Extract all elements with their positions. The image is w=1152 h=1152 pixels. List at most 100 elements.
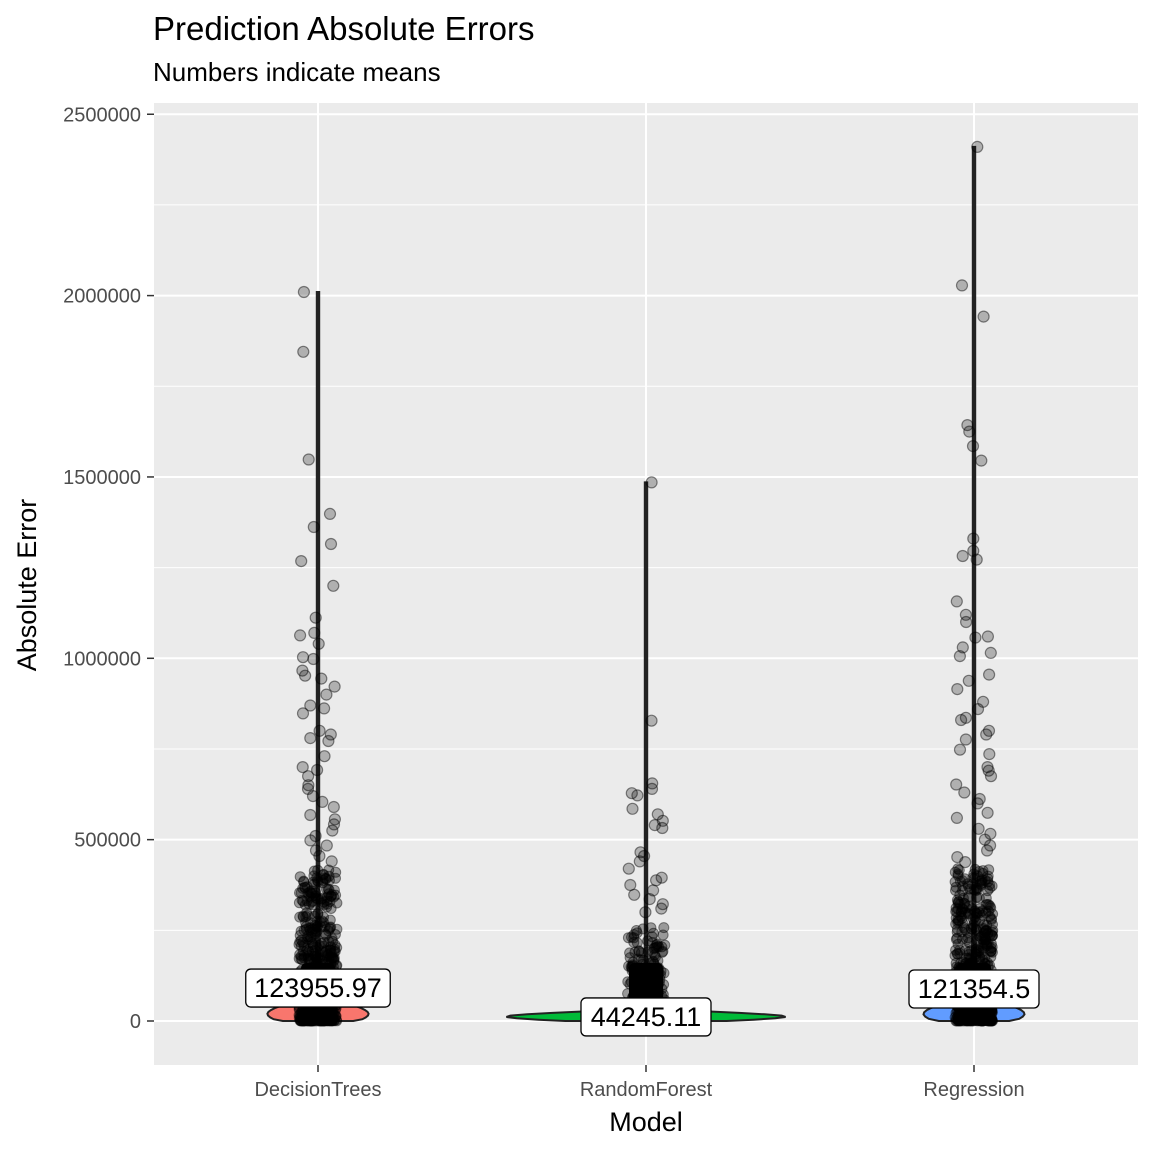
data-point xyxy=(311,926,323,938)
data-point xyxy=(300,921,312,932)
data-point xyxy=(969,916,980,928)
data-point xyxy=(658,922,670,934)
outlier-point xyxy=(984,770,998,783)
data-point xyxy=(973,892,985,904)
data-point xyxy=(973,945,985,957)
data-point xyxy=(305,922,317,934)
data-point xyxy=(631,927,643,939)
data-point xyxy=(298,952,310,964)
data-point xyxy=(970,907,982,919)
data-point xyxy=(950,918,962,930)
outlier-point xyxy=(651,808,664,821)
data-point xyxy=(981,938,993,950)
data-point xyxy=(301,907,313,919)
x-tick-label: Regression xyxy=(923,1079,1024,1101)
data-point xyxy=(985,945,997,957)
data-point xyxy=(317,874,329,886)
data-point xyxy=(959,907,971,919)
data-point xyxy=(308,865,320,877)
data-point xyxy=(317,869,329,881)
mean-label-box xyxy=(908,969,1040,1009)
data-point xyxy=(302,952,314,964)
data-point xyxy=(323,864,335,876)
data-point xyxy=(318,952,330,963)
data-point xyxy=(311,915,323,927)
data-point xyxy=(300,917,312,929)
data-point xyxy=(980,933,991,945)
data-point xyxy=(329,939,341,951)
data-point xyxy=(976,909,988,921)
data-point xyxy=(329,943,341,955)
data-point xyxy=(650,941,662,953)
data-point xyxy=(981,919,993,931)
data-point xyxy=(953,864,965,876)
outlier-point xyxy=(981,760,994,774)
data-point xyxy=(299,899,311,911)
data-point xyxy=(978,936,990,948)
data-point xyxy=(985,946,997,958)
data-point xyxy=(319,921,331,933)
data-point xyxy=(971,882,983,894)
data-point xyxy=(980,892,992,904)
data-point xyxy=(953,915,964,927)
outlier-point xyxy=(655,902,668,915)
data-point xyxy=(321,944,332,956)
data-point xyxy=(957,903,969,915)
data-point xyxy=(964,883,976,895)
data-point xyxy=(323,870,335,882)
data-point xyxy=(318,911,329,923)
outlier-point xyxy=(304,699,317,712)
data-point xyxy=(959,924,971,936)
data-point xyxy=(969,872,981,884)
outlier-point xyxy=(302,770,315,783)
data-point xyxy=(957,917,969,929)
y-tick-label: 2000000 xyxy=(63,286,141,308)
outlier-point xyxy=(975,454,988,467)
data-point xyxy=(970,946,982,958)
x-tick-label: DecisionTrees xyxy=(254,1079,381,1101)
data-point xyxy=(950,944,962,956)
data-point xyxy=(954,947,966,959)
data-point xyxy=(950,881,962,893)
outlier-point xyxy=(294,629,307,642)
y-tick-label: 0 xyxy=(130,1011,141,1033)
data-point xyxy=(984,900,996,912)
data-point xyxy=(622,932,634,944)
mean-labels: 123955.97 44245.11 121354.5 xyxy=(245,968,1040,1037)
outlier-point xyxy=(328,813,341,826)
data-point xyxy=(976,874,988,886)
data-point xyxy=(952,868,964,880)
data-point xyxy=(326,933,338,944)
data-point xyxy=(987,924,999,936)
outlier-point xyxy=(656,814,669,827)
outlier-point xyxy=(646,884,660,897)
data-point xyxy=(954,875,966,887)
data-point xyxy=(294,911,306,923)
data-point xyxy=(629,946,641,958)
data-point xyxy=(329,945,341,957)
data-point xyxy=(979,939,991,950)
outlier-point xyxy=(307,652,320,666)
data-point xyxy=(976,933,988,945)
outlier-point xyxy=(958,786,971,799)
data-point xyxy=(319,872,331,884)
data-point xyxy=(295,925,307,937)
data-point xyxy=(298,939,310,951)
data-point xyxy=(311,921,323,933)
outlier-point xyxy=(656,898,669,911)
data-point xyxy=(650,951,661,963)
data-point xyxy=(959,906,971,918)
outlier-point xyxy=(296,664,309,677)
outlier-point xyxy=(328,680,341,693)
y-axis-title: Absolute Error xyxy=(12,499,42,672)
outlier-point xyxy=(962,674,975,687)
data-point xyxy=(323,923,335,935)
outlier-point xyxy=(639,906,652,919)
data-point xyxy=(954,944,966,956)
data-point xyxy=(982,885,994,897)
data-point xyxy=(983,899,995,911)
data-point xyxy=(311,892,323,904)
data-point xyxy=(327,952,339,964)
outlier-point xyxy=(327,818,341,831)
data-point xyxy=(970,948,982,960)
